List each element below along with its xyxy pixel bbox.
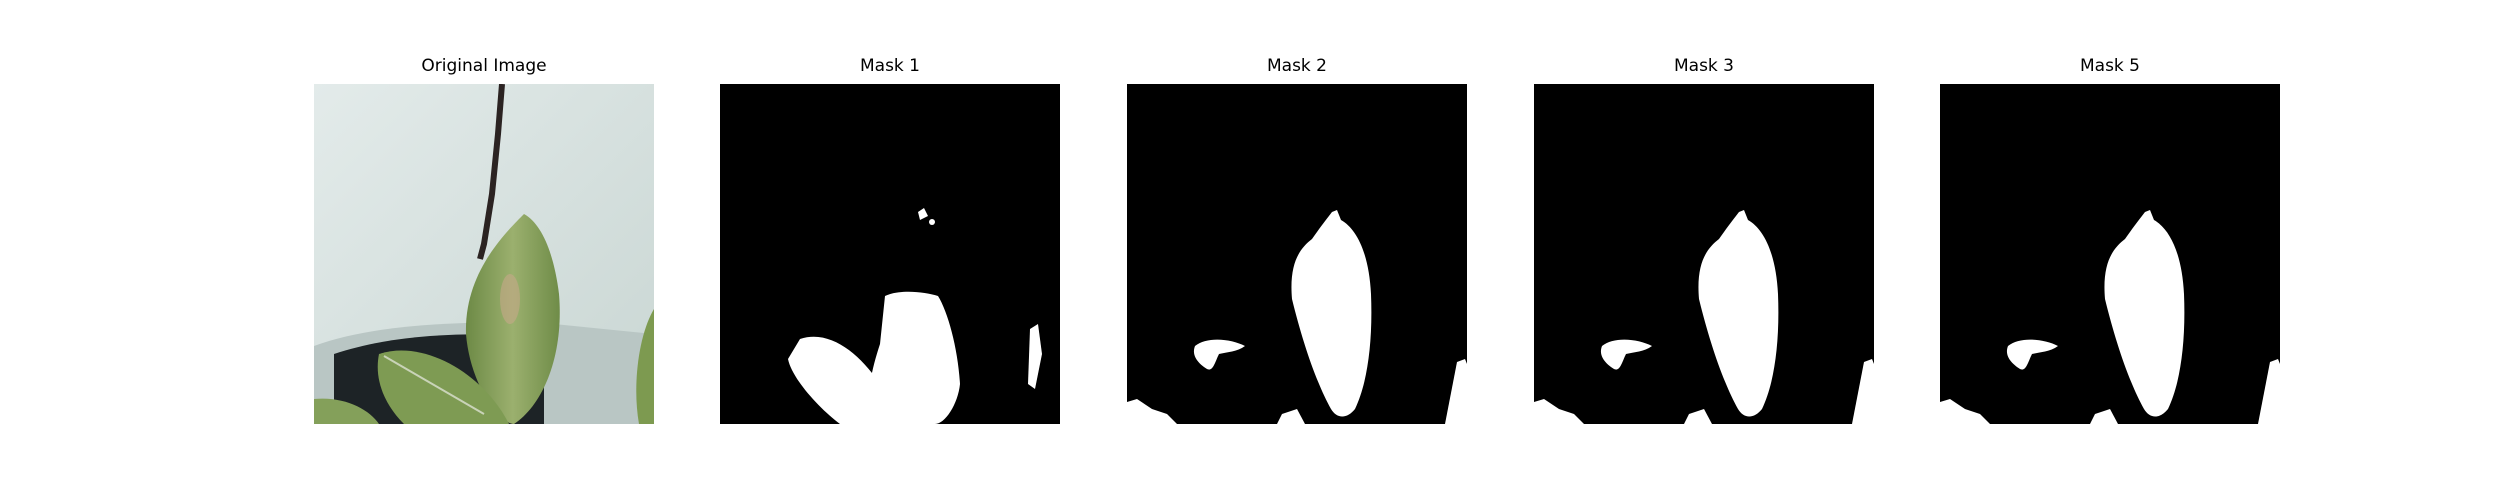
mask-1-image: [720, 84, 1060, 424]
mask-2-image: [1127, 84, 1467, 424]
panel-title-mask-2: Mask 2: [1266, 56, 1327, 76]
mask-5-image: [1940, 84, 2280, 424]
panel-title-mask-1: Mask 1: [859, 56, 920, 76]
original-image: [314, 84, 654, 424]
panel-title-original: Original Image: [421, 56, 547, 76]
mask-3-image: [1534, 84, 1874, 424]
panel-title-mask-5: Mask 5: [2079, 56, 2140, 76]
panel-title-mask-3: Mask 3: [1673, 56, 1734, 76]
